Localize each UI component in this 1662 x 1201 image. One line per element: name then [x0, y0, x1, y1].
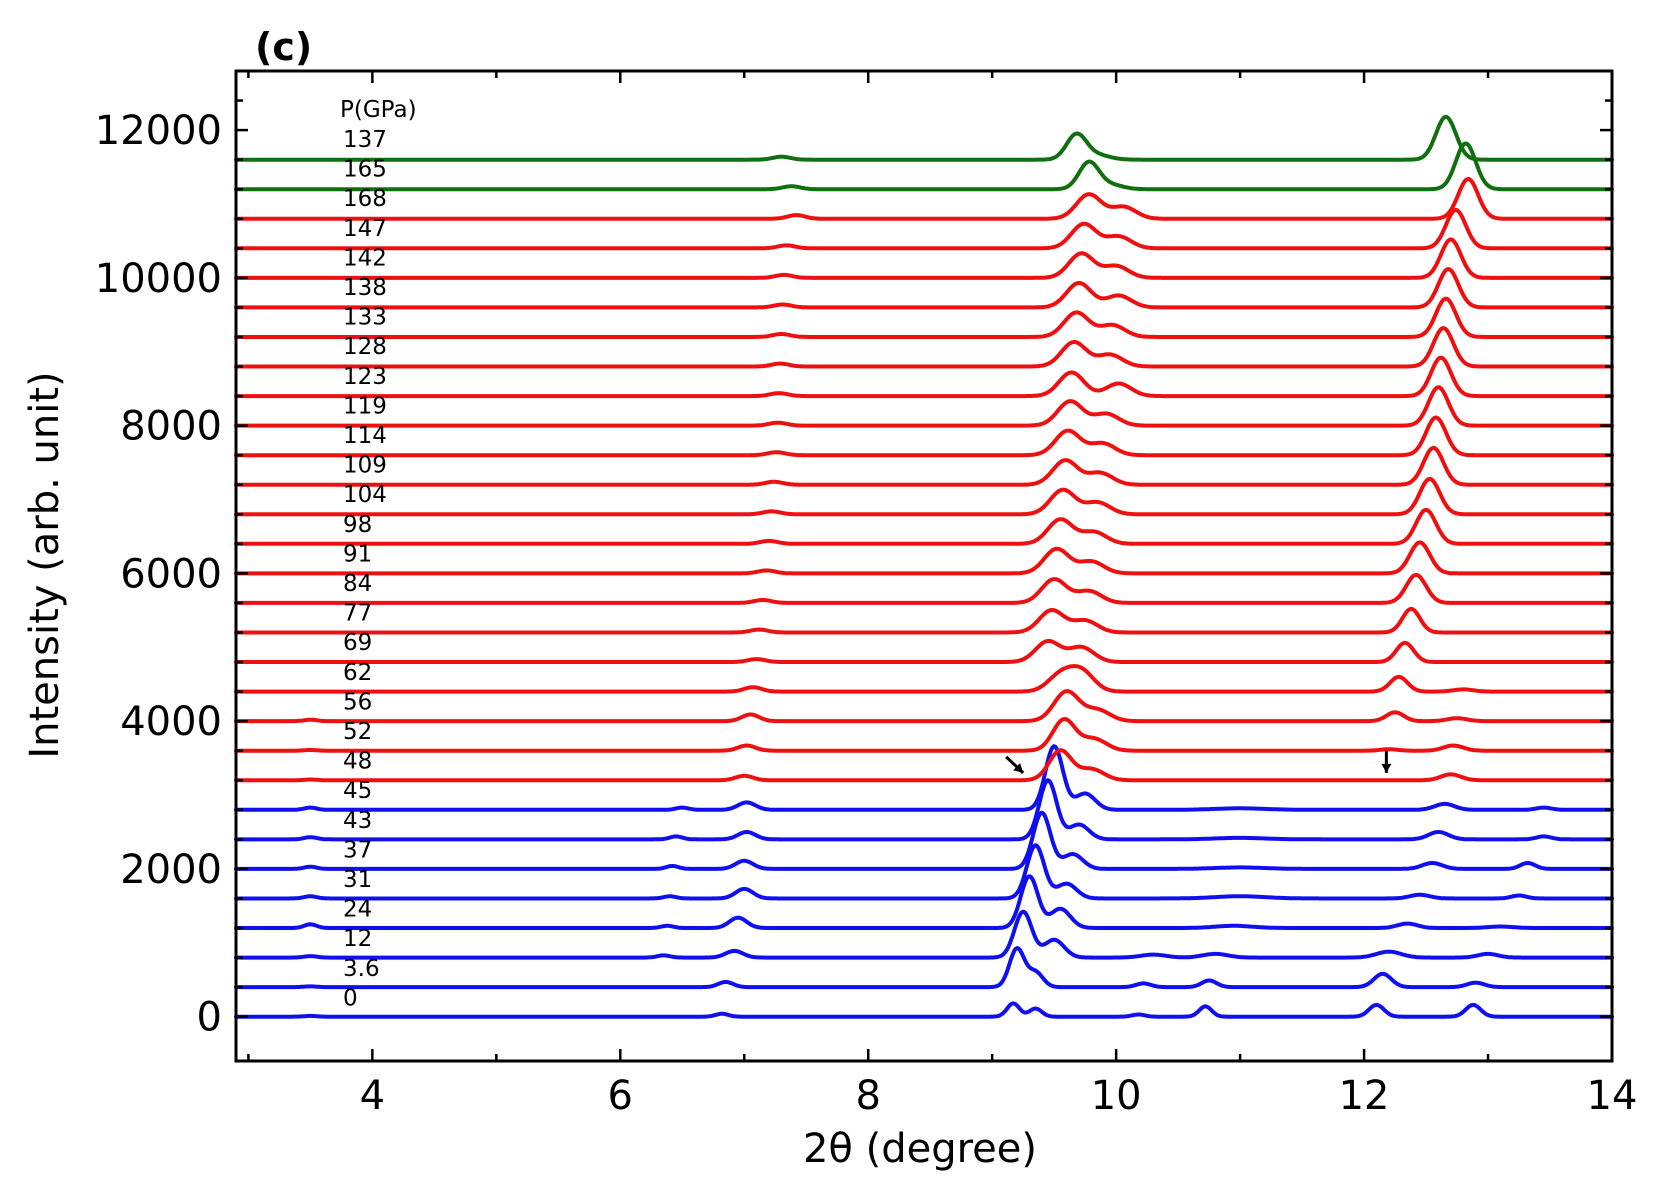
trace-p-142	[234, 237, 1614, 280]
trace-p-31	[234, 843, 1614, 901]
trace-p-56	[234, 689, 1614, 724]
trace-p-91	[234, 540, 1614, 576]
trace-p-48	[234, 748, 1614, 783]
trace-p-43	[234, 778, 1614, 842]
y-tick-label: 10000	[95, 256, 222, 302]
legend-label: 142	[343, 245, 387, 271]
legend-label: 138	[343, 275, 387, 301]
y-tick-label: 12000	[95, 108, 222, 154]
x-axis: 4 6 8 10 12 14	[247, 71, 1638, 1119]
legend-label: 48	[343, 749, 372, 775]
trace-p-24	[234, 874, 1614, 930]
legend-label: 123	[343, 364, 387, 390]
arrow-head	[1381, 763, 1392, 773]
trace-p-168	[234, 176, 1614, 221]
legend-label: 165	[343, 157, 387, 183]
trace-p-133	[234, 296, 1614, 339]
trace-p-45	[234, 744, 1614, 812]
legend-label: 0	[343, 985, 358, 1011]
legend-label: 133	[343, 305, 387, 331]
trace-group	[234, 114, 1614, 1019]
trace-p-69	[234, 639, 1614, 664]
legend-label: 128	[343, 334, 387, 360]
y-axis-title: Intensity (arb. unit)	[22, 371, 68, 758]
legend-label: 12	[343, 926, 372, 952]
legend-label: 109	[343, 453, 387, 479]
x-tick-label: 12	[1339, 1073, 1390, 1119]
trace-p-84	[234, 572, 1614, 605]
x-axis-title: 2θ (degree)	[803, 1126, 1037, 1172]
y-tick-label: 8000	[120, 404, 222, 450]
trace-p-98	[234, 507, 1614, 546]
pressure-legend: 0 3.6 12 24 31 37 43 45 48 52 56 62 69 77 84 91 98 104 109…	[343, 127, 387, 1011]
legend-label: 84	[343, 571, 372, 597]
legend-label: 52	[343, 719, 372, 745]
trace-p-109	[234, 445, 1614, 487]
trace-p-123	[234, 355, 1614, 399]
legend-label: 114	[343, 423, 387, 449]
trace-p-138	[234, 267, 1614, 310]
y-axis: 0 2000 4000 6000 8000 10000 12000	[95, 99, 1612, 1041]
legend-label: 168	[343, 186, 387, 212]
trace-p-165	[234, 141, 1614, 192]
legend-label: 3.6	[343, 956, 380, 982]
x-tick-label: 14	[1587, 1073, 1638, 1119]
arrow-group	[1005, 750, 1392, 774]
legend-label: 43	[343, 808, 372, 834]
legend-label: 98	[343, 512, 372, 538]
legend-label: 56	[343, 689, 372, 715]
legend-title: P(GPa)	[340, 97, 417, 123]
legend-label: 62	[343, 660, 372, 686]
trace-p-114	[234, 415, 1614, 458]
y-tick-label: 2000	[120, 847, 222, 893]
panel-label: (c)	[255, 25, 312, 69]
trace-p-128	[234, 326, 1614, 369]
x-tick-label: 6	[608, 1073, 633, 1119]
trace-p-12	[234, 909, 1614, 960]
legend-label: 31	[343, 867, 372, 893]
trace-p-52	[234, 717, 1614, 753]
legend-label: 37	[343, 837, 372, 863]
trace-p-77	[234, 606, 1614, 635]
y-tick-label: 4000	[120, 699, 222, 745]
y-tick-label: 0	[197, 995, 222, 1041]
trace-p-62	[234, 664, 1614, 694]
legend-label: 137	[343, 127, 387, 153]
legend-label: 24	[343, 897, 372, 923]
arrow-head	[1013, 763, 1024, 773]
plot-frame	[234, 69, 1614, 1063]
x-tick-label: 4	[360, 1073, 385, 1119]
trace-p-137	[234, 114, 1614, 162]
legend-label: 45	[343, 778, 372, 804]
x-tick-label: 8	[855, 1073, 880, 1119]
legend-label: 147	[343, 216, 387, 242]
trace-p-0	[234, 1001, 1614, 1019]
trace-p-37	[234, 810, 1614, 871]
x-tick-label: 10	[1091, 1073, 1142, 1119]
legend-label: 119	[343, 393, 387, 419]
legend-label: 91	[343, 541, 372, 567]
trace-p-3_6	[234, 946, 1614, 990]
legend-label: 69	[343, 630, 372, 656]
legend-label: 77	[343, 601, 372, 627]
trace-p-104	[234, 476, 1614, 517]
trace-p-147	[234, 207, 1614, 251]
legend-label: 104	[343, 482, 387, 508]
trace-p-119	[234, 385, 1614, 428]
y-tick-label: 6000	[120, 551, 222, 597]
